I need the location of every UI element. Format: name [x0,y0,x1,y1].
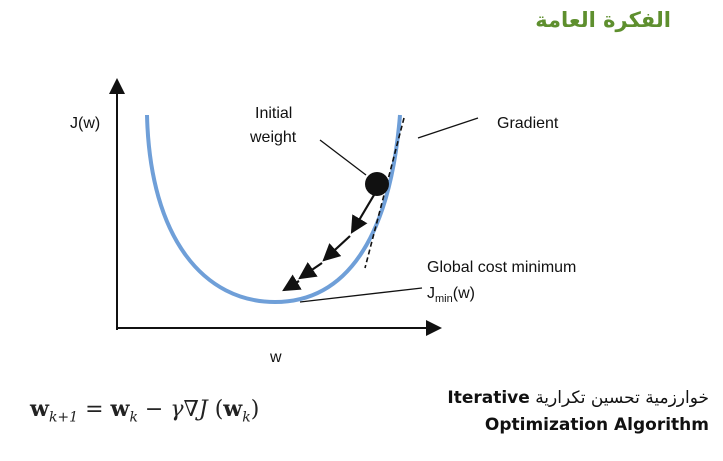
formula-rhs-w: w [110,396,130,422]
gradient-descent-diagram: J(w) w Initial weight Gradient Global co… [70,78,576,366]
y-axis-label: J(w) [70,115,100,132]
formula-arg-subscript: k [242,409,251,426]
caption-arabic: خوارزمية تحسين تكرارية [535,388,709,408]
initial-weight-label-line2: weight [249,129,297,146]
cost-curve [145,114,402,305]
descent-arrow-3 [298,262,323,280]
formula-open-paren: ( [207,397,224,422]
initial-weight-label-line1: Initial [255,105,292,122]
initial-weight-leader [319,139,367,176]
descent-arrow-4 [282,274,302,292]
global-min-leader [299,287,423,303]
formula-arg-w: w [223,396,243,422]
formula-gamma-nabla-j: γ∇J [170,397,208,422]
formula-equals: = [78,397,111,422]
initial-weight-point [365,172,389,196]
formula-minus: − [137,397,171,422]
gradient-tangent-line [364,117,405,269]
section-title: الفكرة العامة [535,8,671,32]
formula-lhs-w: w [30,396,49,422]
formula-close-paren: ) [250,397,260,422]
update-rule-formula: wk+1 = wk − γ∇J (wk) [30,396,259,425]
algorithm-caption: Iterative خوارزمية تحسين تكرارية Optimiz… [447,385,709,439]
descent-arrow-2 [322,235,351,262]
global-min-label: Global cost minimum [427,259,576,276]
jmin-label: Jmin(w) [427,285,475,305]
formula-rhs-subscript: k [129,409,138,426]
descent-arrow-1 [350,194,375,234]
x-axis-label: w [269,349,282,366]
gradient-leader [417,117,479,139]
gradient-label: Gradient [497,115,559,132]
formula-lhs-subscript: k+1 [48,409,79,426]
caption-english-iterative: Iterative [447,388,530,408]
caption-english-optimization: Optimization Algorithm [484,415,709,435]
caption-line-1: Iterative خوارزمية تحسين تكرارية [447,385,709,412]
